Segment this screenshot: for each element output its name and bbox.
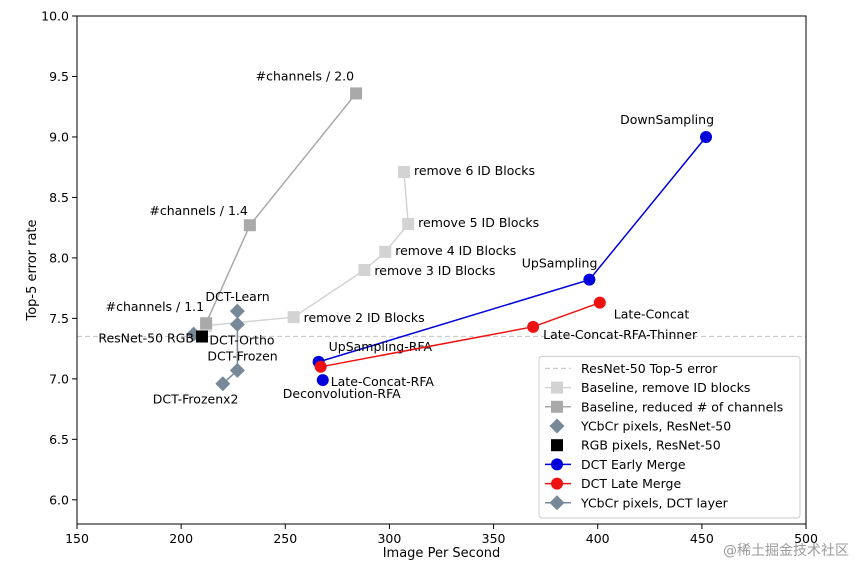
data-point-5-1 — [527, 320, 540, 333]
data-point-6-2 — [229, 316, 245, 332]
legend-entry-label: Baseline, remove ID blocks — [581, 380, 750, 395]
series-line-0 — [206, 171, 409, 327]
legend-entry-label: YCbCr pixels, ResNet-50 — [580, 419, 731, 434]
data-point-1-0 — [200, 317, 213, 330]
data-label: remove 3 ID Blocks — [374, 263, 495, 278]
data-point-4-2 — [700, 130, 713, 143]
x-tick-label: 200 — [169, 531, 193, 546]
data-point-6-0 — [215, 376, 231, 392]
data-label: Deconvolution-RFA — [283, 386, 401, 401]
legend-entry-label: DCT Early Merge — [581, 457, 686, 472]
x-axis-label: Image Per Second — [383, 546, 501, 561]
data-point-0-2 — [358, 264, 371, 276]
legend-entry-label: YCbCr pixels, DCT layer — [580, 495, 729, 510]
watermark-text: @稀土掘金技术社区 — [723, 543, 849, 559]
x-tick-label: 250 — [273, 531, 297, 546]
plot-frame — [76, 15, 807, 525]
legend-swatch-marker — [551, 381, 563, 394]
data-point-0-5 — [398, 166, 411, 179]
data-label: remove 5 ID Blocks — [418, 215, 539, 230]
y-tick-label: 6.0 — [49, 492, 69, 507]
y-tick-label: 9.0 — [49, 129, 69, 144]
y-tick-label: 7.5 — [49, 311, 69, 326]
legend-swatch-marker — [551, 477, 563, 490]
legend-entry-label: ResNet-50 Top-5 error — [581, 361, 718, 376]
y-tick-label: 7.0 — [49, 371, 69, 386]
x-tick-label: 400 — [586, 531, 610, 546]
data-point-5-0 — [314, 360, 327, 373]
legend-swatch-marker — [551, 439, 563, 452]
data-point-6-3 — [229, 303, 245, 319]
y-tick-label: 6.5 — [49, 432, 69, 447]
data-point-5-2 — [593, 296, 606, 309]
legend-entry-label: RGB pixels, ResNet-50 — [581, 438, 721, 453]
legend-swatch-marker — [549, 418, 565, 434]
data-label: #channels / 1.4 — [149, 203, 248, 218]
legend-entry-label: DCT Late Merge — [581, 476, 681, 491]
data-label: UpSampling-RFA — [329, 339, 433, 354]
data-point-6-1 — [229, 362, 245, 378]
legend-swatch-marker — [551, 458, 563, 471]
x-tick-label: 150 — [65, 531, 89, 546]
legend-box — [538, 355, 801, 519]
y-tick-label: 8.5 — [49, 190, 69, 205]
data-label: DCT-Ortho — [209, 332, 274, 347]
data-point-4-1 — [583, 273, 596, 286]
data-point-4-3 — [316, 374, 329, 387]
y-axis-label: Top-5 error rate — [25, 219, 40, 321]
data-label: #channels / 2.0 — [256, 68, 355, 83]
data-label: #channels / 1.1 — [106, 299, 205, 314]
data-label: remove 6 ID Blocks — [414, 163, 535, 178]
data-label: remove 4 ID Blocks — [395, 243, 516, 258]
y-tick-label: 10.0 — [41, 9, 69, 24]
data-point-0-1 — [287, 311, 300, 324]
data-label: DCT-Frozen — [207, 348, 277, 363]
data-label: Late-Concat-RFA — [331, 374, 435, 389]
legend-swatch-marker — [551, 400, 563, 413]
y-tick-label: 9.5 — [49, 69, 69, 84]
data-label: DCT-Learn — [205, 289, 269, 304]
data-point-3-0 — [195, 330, 208, 343]
data-point-1-1 — [243, 219, 256, 232]
x-tick-label: 450 — [690, 531, 714, 546]
x-tick-label: 350 — [482, 531, 506, 546]
data-point-0-4 — [402, 218, 415, 231]
x-tick-label: 500 — [794, 531, 818, 546]
data-label: DCT-Frozenx2 — [153, 392, 239, 407]
legend-entry-label: Baseline, reduced # of channels — [581, 399, 783, 414]
data-point-0-3 — [379, 245, 392, 258]
data-label: Late-Concat — [614, 307, 690, 322]
data-point-1-2 — [350, 87, 363, 100]
data-label: ResNet-50 RGB — [98, 331, 194, 346]
data-label: DownSampling — [620, 112, 714, 127]
legend-swatch-marker — [549, 495, 565, 511]
data-label: Late-Concat-RFA-Thinner — [543, 327, 698, 342]
y-tick-label: 8.0 — [49, 250, 69, 265]
data-label: UpSampling — [522, 256, 598, 271]
data-label: remove 2 ID Blocks — [304, 310, 425, 325]
x-tick-label: 300 — [377, 531, 401, 546]
